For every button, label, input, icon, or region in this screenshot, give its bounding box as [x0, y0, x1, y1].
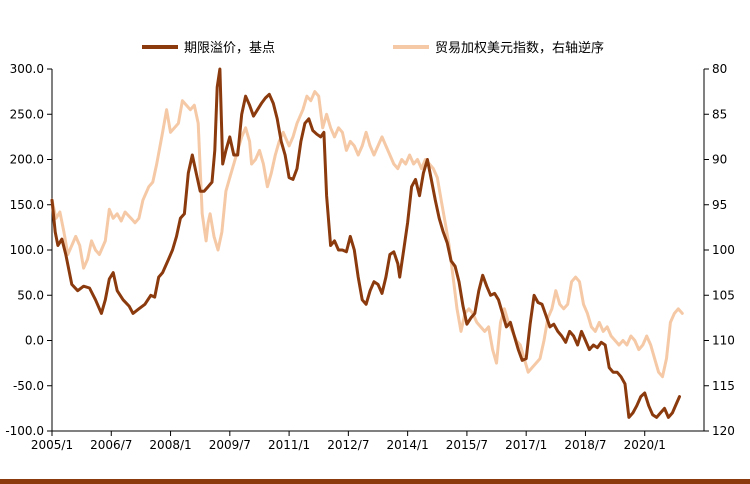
right-y-tick-label: 110: [712, 334, 735, 348]
right-y-tick-label: 85: [712, 107, 727, 121]
right-y-tick-label: 105: [712, 288, 735, 302]
legend-label-term-premium: 期限溢价，基点: [184, 41, 275, 56]
x-tick-label: 2018/7: [564, 438, 606, 452]
chart-legend: 期限溢价，基点 贸易加权美元指数，右轴逆序: [142, 40, 604, 56]
left-y-tick-label: 100.0: [10, 243, 44, 257]
left-y-tick-label: 150.0: [10, 198, 44, 212]
chart-series: [50, 67, 684, 419]
x-tick-label: 2012/7: [327, 438, 369, 452]
bottom-rule: [0, 479, 750, 484]
left-y-tick-label: 50.0: [17, 288, 44, 302]
x-tick-label: 2009/7: [209, 438, 251, 452]
right-y-tick-label: 120: [712, 424, 735, 438]
legend-label-dollar-index: 贸易加权美元指数，右轴逆序: [435, 40, 604, 56]
right-y-tick-label: 100: [712, 243, 735, 257]
left-y-tick-label: 300.0: [10, 62, 44, 76]
x-tick-label: 2017/1: [505, 438, 547, 452]
left-y-tick-label: -100.0: [5, 424, 44, 438]
right-y-tick-label: 115: [712, 379, 735, 393]
left-y-tick-label: 0.0: [25, 334, 44, 348]
x-tick-label: 2015/7: [446, 438, 488, 452]
series-line-dollar-index: [50, 90, 684, 379]
right-y-tick-label: 80: [712, 62, 727, 76]
x-tick-label: 2005/1: [31, 438, 73, 452]
x-tick-label: 2020/1: [624, 438, 666, 452]
left-y-tick-label: -50.0: [13, 379, 44, 393]
series-line-term-premium: [50, 67, 681, 419]
chart-axes: 300.0 250.0 200.0 150.0 100.0 50.0 0.0 -50.0 -10…: [5, 62, 735, 452]
left-y-tick-label: 200.0: [10, 153, 44, 167]
x-tick-label: 2006/7: [90, 438, 132, 452]
x-tick-label: 2008/1: [149, 438, 191, 452]
x-tick-label: 2011/1: [268, 438, 310, 452]
left-y-tick-label: 250.0: [10, 107, 44, 121]
x-tick-label: 2014/1: [387, 438, 429, 452]
right-y-tick-label: 95: [712, 198, 727, 212]
right-y-tick-label: 90: [712, 153, 727, 167]
